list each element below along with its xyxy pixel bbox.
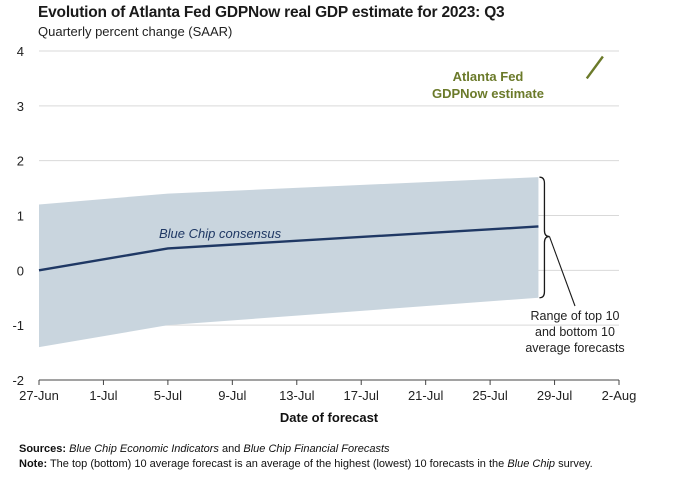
forecast-range-band bbox=[39, 177, 539, 348]
x-tick-label: 13-Jul bbox=[279, 388, 315, 403]
range-bracket bbox=[539, 176, 550, 299]
y-tick-label: 1 bbox=[17, 209, 24, 224]
footer-sources: Sources: Blue Chip Economic Indicators a… bbox=[19, 443, 390, 455]
chart-subtitle: Quarterly percent change (SAAR) bbox=[38, 24, 233, 39]
x-tick-label: 5-Jul bbox=[154, 388, 182, 403]
x-tick-label: 29-Jul bbox=[537, 388, 573, 403]
x-tick-label: 2-Aug bbox=[602, 388, 637, 403]
sources-and: and bbox=[218, 443, 244, 455]
x-tick-label: 27-Jun bbox=[19, 388, 59, 403]
bluechip-consensus-line bbox=[38, 225, 539, 272]
note-text: The top (bottom) 10 average forecast is … bbox=[47, 458, 508, 470]
bluechip-annotation: Blue Chip consensus bbox=[159, 226, 282, 241]
y-tick-label: 2 bbox=[17, 154, 24, 169]
gdpnow-annotation-line1: Atlanta Fed bbox=[453, 69, 524, 84]
sources-source-2: Blue Chip Financial Forecasts bbox=[243, 443, 390, 455]
y-tick-label: -2 bbox=[12, 373, 24, 388]
range-annotation-line1: Range of top 10 bbox=[531, 309, 620, 323]
x-tick-label: 25-Jul bbox=[472, 388, 508, 403]
x-tick-label: 21-Jul bbox=[408, 388, 444, 403]
gdp-chart: 4 3 2 1 0 -1 -227-Jun 1-Jul 5-Jul 9-Jul 13-Jul 17-J… bbox=[12, 44, 637, 425]
sources-source-1: Blue Chip Economic Indicators bbox=[69, 443, 219, 455]
note-end: survey. bbox=[555, 458, 593, 470]
gdpnow-line bbox=[585, 55, 604, 80]
note-source: Blue Chip bbox=[507, 458, 556, 470]
y-tick-label: 0 bbox=[17, 263, 24, 278]
range-annotation-line2: and bottom 10 bbox=[535, 325, 615, 339]
x-tick-label: 9-Jul bbox=[218, 388, 246, 403]
chart-title: Evolution of Atlanta Fed GDPNow real GDP… bbox=[38, 4, 505, 21]
sources-label: Sources: bbox=[19, 443, 67, 455]
footer-note: Note: The top (bottom) 10 average foreca… bbox=[19, 458, 593, 470]
range-annotation-line3: average forecasts bbox=[525, 341, 624, 355]
y-tick-label: -1 bbox=[12, 318, 24, 333]
y-tick-label: 4 bbox=[17, 44, 24, 59]
gdpnow-annotation-line2: GDPNow estimate bbox=[432, 86, 544, 101]
note-label: Note: bbox=[19, 458, 48, 470]
range-leader-line bbox=[548, 236, 576, 307]
x-axis-title: Date of forecast bbox=[280, 410, 379, 425]
x-tick-label: 17-Jul bbox=[344, 388, 380, 403]
y-tick-label: 3 bbox=[17, 99, 24, 114]
x-tick-label: 1-Jul bbox=[89, 388, 117, 403]
